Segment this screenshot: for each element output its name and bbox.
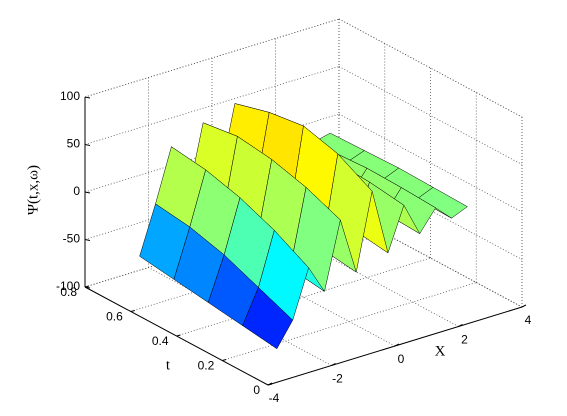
y-tick-label: 0.6 (106, 310, 123, 324)
x-tick (331, 363, 336, 366)
y-tick-label: 0.4 (152, 334, 169, 348)
x-axis-label: X (435, 343, 446, 359)
x-tick-label: -4 (269, 391, 280, 405)
y-tick-label: 0.2 (198, 359, 215, 373)
grid-line (176, 257, 431, 337)
z-tick-label: 100 (60, 89, 80, 103)
y-tick (176, 334, 181, 337)
z-axis-label: Ψ(t,x,ω) (25, 165, 41, 215)
x-tick-label: 4 (525, 313, 532, 327)
z-tick (84, 96, 91, 99)
grid-line (222, 282, 477, 361)
x-tick (521, 304, 527, 308)
y-axis-label: t (166, 357, 171, 373)
surface-patch (242, 287, 294, 350)
y-tick (267, 383, 273, 386)
y-tick (222, 359, 227, 361)
z-tick-label: -50 (63, 232, 81, 246)
y-tick-label: 0 (253, 383, 260, 397)
z-tick-label: 50 (67, 137, 81, 151)
y-tick-label: 0.8 (60, 285, 77, 299)
grid-line (84, 66, 340, 145)
z-tick (84, 191, 91, 194)
x-tick-label: 2 (461, 333, 468, 347)
z-tick (84, 239, 91, 241)
z-tick-label: -100 (56, 279, 80, 293)
x-tick (394, 343, 400, 347)
x-tick (458, 324, 463, 327)
x-tick-label: -2 (332, 372, 343, 386)
x-tick-label: 0 (398, 352, 405, 366)
z-tick-label: 0 (73, 184, 80, 198)
z-tick (84, 144, 91, 146)
y-tick (130, 310, 135, 312)
grid-line (84, 18, 340, 98)
z-tick (84, 286, 91, 289)
